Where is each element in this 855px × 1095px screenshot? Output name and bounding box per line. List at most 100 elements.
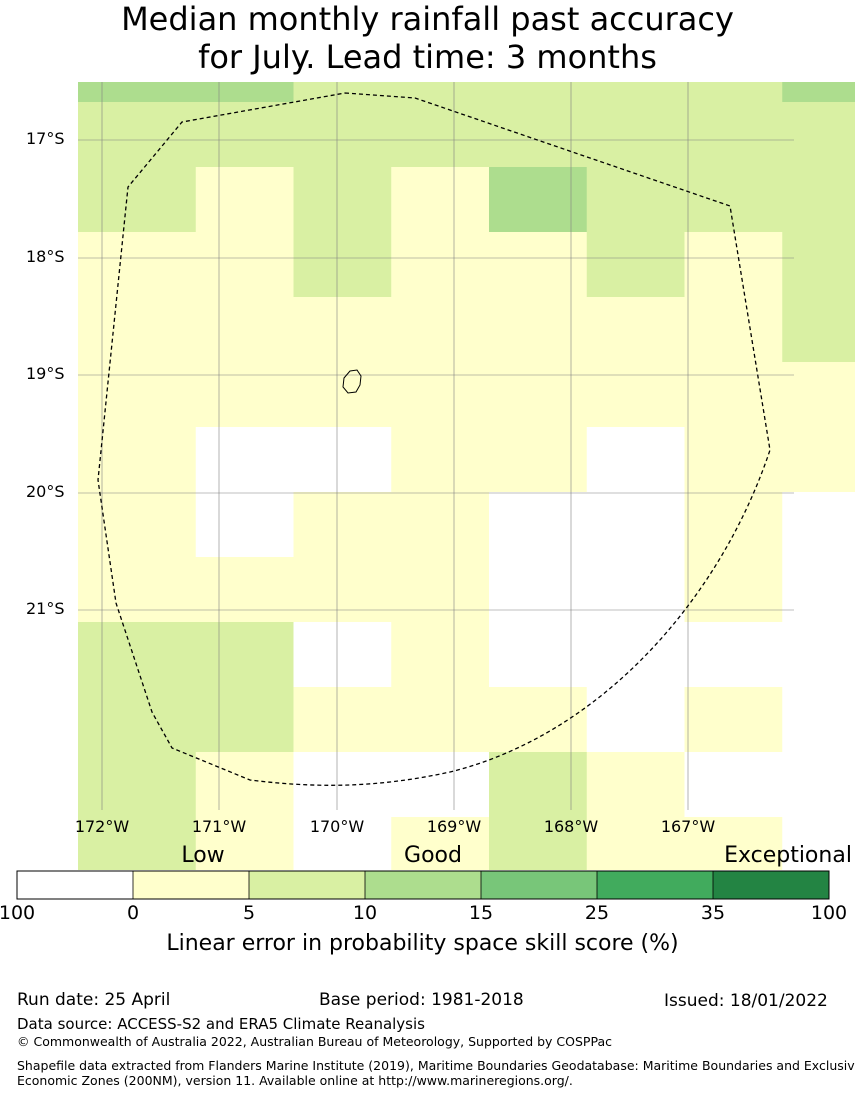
grid-cell xyxy=(391,362,490,428)
lon-label-172w: 172°W xyxy=(74,817,130,836)
data-source: Data source: ACCESS-S2 and ERA5 Climate … xyxy=(17,1015,425,1033)
grid-cell xyxy=(195,817,294,870)
grid-cell xyxy=(489,297,588,363)
grid-cell xyxy=(489,752,588,818)
grid-cell xyxy=(489,362,588,428)
grid-cell xyxy=(586,232,685,298)
grid-cell xyxy=(195,102,294,168)
grid-cell xyxy=(782,297,855,363)
grid-cell xyxy=(293,102,392,168)
shapefile-credit-line-2: Economic Zones (200NM), version 11. Avai… xyxy=(17,1073,573,1088)
grid-cell xyxy=(195,297,294,363)
grid-cell xyxy=(391,427,490,493)
grid-cell xyxy=(293,752,392,818)
lat-label-19s: 19°S xyxy=(26,364,65,383)
grid-cell xyxy=(78,687,197,753)
grid-cell xyxy=(78,492,197,558)
cbar-tick-1: 0 xyxy=(126,902,140,924)
colorbar-segment xyxy=(365,871,481,899)
grid-cell xyxy=(489,492,588,558)
grid-cell xyxy=(78,82,197,103)
run-date: Run date: 25 April xyxy=(17,990,171,1010)
grid-cell xyxy=(684,622,783,688)
grid-cell xyxy=(586,687,685,753)
grid-cell xyxy=(782,687,855,753)
grid-cell xyxy=(684,752,783,818)
lat-label-17s: 17°S xyxy=(26,129,65,148)
grid-cell xyxy=(586,752,685,818)
cbar-tick-6: 35 xyxy=(700,902,726,924)
grid-cell xyxy=(684,167,783,233)
grid-cell xyxy=(293,687,392,753)
grid-cell xyxy=(195,167,294,233)
grid-cell xyxy=(684,297,783,363)
grid-cell xyxy=(391,622,490,688)
grid-cell xyxy=(78,232,197,298)
cbar-tick-7: 100 xyxy=(810,902,848,924)
grid-cell xyxy=(391,492,490,558)
map-title: Median monthly rainfall past accuracy fo… xyxy=(0,0,855,76)
grid-cell xyxy=(586,622,685,688)
grid-cell xyxy=(293,297,392,363)
grid-cell xyxy=(391,687,490,753)
grid-cell xyxy=(195,752,294,818)
grid-cell xyxy=(782,82,855,103)
grid-cell xyxy=(78,362,197,428)
cbar-tick-0: 100 xyxy=(0,902,36,924)
grid-cell xyxy=(195,557,294,623)
grid-cell xyxy=(489,82,588,103)
grid-cell xyxy=(782,817,855,870)
cbar-tick-3: 10 xyxy=(352,902,378,924)
colorbar-segment xyxy=(249,871,365,899)
grid-cell xyxy=(78,102,197,168)
colorbar-segment xyxy=(481,871,597,899)
grid-cell xyxy=(684,232,783,298)
grid-cell xyxy=(293,82,392,103)
copyright: © Commonwealth of Australia 2022, Austra… xyxy=(17,1034,612,1049)
grid-cell xyxy=(195,82,294,103)
grid-cell xyxy=(782,492,855,558)
skill-grid-cells xyxy=(78,82,855,870)
grid-cell xyxy=(78,557,197,623)
grid-cell xyxy=(586,557,685,623)
grid-cell xyxy=(195,622,294,688)
grid-cell xyxy=(293,232,392,298)
grid-cell xyxy=(78,427,197,493)
grid-cell xyxy=(293,557,392,623)
grid-cell xyxy=(293,622,392,688)
grid-cell xyxy=(782,622,855,688)
colorbar-segment xyxy=(597,871,713,899)
colorbar-segment xyxy=(713,871,829,899)
base-period: Base period: 1981-2018 xyxy=(319,990,524,1010)
grid-cell xyxy=(782,167,855,233)
lon-label-167w: 167°W xyxy=(660,817,716,836)
shapefile-credit-line-1: Shapefile data extracted from Flanders M… xyxy=(17,1058,855,1073)
grid-cell xyxy=(684,82,783,103)
lon-label-169w: 169°W xyxy=(426,817,482,836)
skill-map xyxy=(78,82,855,870)
grid-cell xyxy=(489,687,588,753)
title-line-1: Median monthly rainfall past accuracy xyxy=(121,0,734,38)
category-exceptional: Exceptional xyxy=(724,843,852,868)
colorbar-title: Linear error in probability space skill … xyxy=(166,931,679,956)
grid-cell xyxy=(782,557,855,623)
grid-cell xyxy=(293,362,392,428)
grid-cell xyxy=(391,82,490,103)
grid-cell xyxy=(293,167,392,233)
grid-cell xyxy=(391,297,490,363)
grid-cell xyxy=(586,102,685,168)
grid-cell xyxy=(586,427,685,493)
grid-cell xyxy=(78,817,197,870)
cbar-tick-5: 25 xyxy=(584,902,610,924)
graticule xyxy=(78,82,794,810)
grid-cell xyxy=(489,817,588,870)
grid-cell xyxy=(195,492,294,558)
grid-cell xyxy=(489,622,588,688)
cbar-tick-2: 5 xyxy=(242,902,256,924)
lat-label-21s: 21°S xyxy=(26,599,65,618)
niue-island-outline xyxy=(342,369,362,394)
grid-cell xyxy=(489,557,588,623)
grid-cell xyxy=(195,362,294,428)
lon-label-168w: 168°W xyxy=(543,817,599,836)
grid-cell xyxy=(195,687,294,753)
